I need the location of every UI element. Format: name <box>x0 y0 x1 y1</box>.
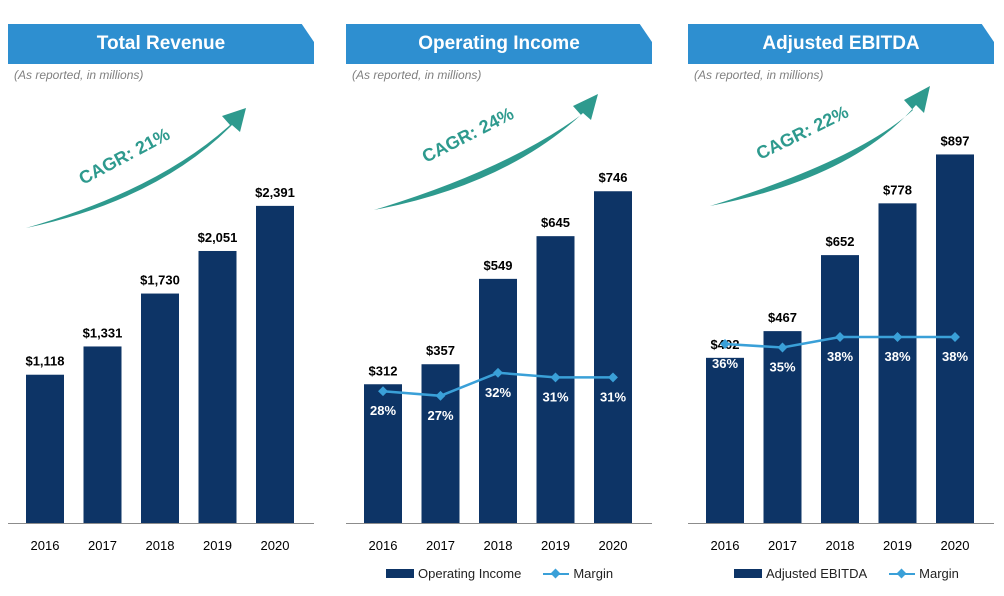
x-tick-label: 2017 <box>426 538 455 553</box>
margin-point <box>950 332 960 342</box>
x-tick-label: 2019 <box>541 538 570 553</box>
adjusted-ebitda-legend: Adjusted EBITDA Margin <box>734 566 959 581</box>
margin-value-label: 35% <box>769 360 795 375</box>
x-tick-label: 2020 <box>599 538 628 553</box>
bar-value-label: $1,118 <box>25 354 64 369</box>
margin-value-label: 32% <box>485 385 511 400</box>
bar <box>364 384 402 523</box>
legend-line-label: Margin <box>919 566 959 581</box>
margin-value-label: 27% <box>427 408 453 423</box>
legend-bar-label: Adjusted EBITDA <box>766 566 868 581</box>
x-tick-label: 2019 <box>883 538 912 553</box>
operating-income-legend: Operating Income Margin <box>386 566 613 581</box>
margin-point <box>550 372 561 383</box>
cagr-arrow-icon <box>26 108 246 228</box>
margin-value-label: 38% <box>942 349 968 364</box>
legend-bar-swatch <box>734 569 762 578</box>
bar-value-label: $652 <box>826 234 855 249</box>
bar-value-label: $1,730 <box>140 273 180 288</box>
bar <box>821 255 859 523</box>
bar-value-label: $746 <box>599 170 628 185</box>
x-tick-label: 2018 <box>826 538 855 553</box>
bar <box>256 205 294 523</box>
bar <box>763 331 802 523</box>
bar <box>198 250 237 523</box>
bar-value-label: $897 <box>941 133 970 148</box>
adjusted-ebitda-chart: CAGR: 22%$4022016$4672017$6522018$778201… <box>688 86 994 553</box>
operating-income-title-banner: Operating Income <box>346 24 652 64</box>
legend-bar-swatch <box>386 569 414 578</box>
cagr-arrow-icon <box>710 86 930 206</box>
bar <box>141 293 179 523</box>
x-tick-label: 2018 <box>146 538 175 553</box>
operating-income-panel: Operating Income (As reported, in millio… <box>346 0 652 596</box>
legend-line-swatch <box>889 568 916 580</box>
operating-income-subtitle: (As reported, in millions) <box>352 68 482 82</box>
legend-line-swatch <box>543 568 570 580</box>
bar-value-label: $778 <box>883 182 912 197</box>
x-tick-label: 2017 <box>88 538 117 553</box>
x-tick-label: 2017 <box>768 538 797 553</box>
margin-value-label: 28% <box>370 403 396 418</box>
margin-value-label: 38% <box>827 349 853 364</box>
bar <box>83 346 122 523</box>
operating-income-chart: CAGR: 24% $312 2016 $357 2017 $549 2018 $645 201… <box>346 94 652 553</box>
total-revenue-chart: CAGR: 21%$1,1182016$1,3312017$1,7302018$… <box>8 108 314 553</box>
total-revenue-title-banner: Total Revenue <box>8 24 314 64</box>
bar <box>479 278 517 523</box>
margin-value-label: 36% <box>712 356 738 371</box>
bar <box>26 374 64 523</box>
x-tick-label: 2016 <box>31 538 60 553</box>
adjusted-ebitda-panel: Adjusted EBITDA (As reported, in million… <box>688 0 994 596</box>
bar-value-label: $467 <box>768 310 797 325</box>
x-tick-label: 2019 <box>203 538 232 553</box>
x-tick-label: 2018 <box>484 538 513 553</box>
bar <box>878 203 917 523</box>
bar-value-label: $2,391 <box>255 185 295 200</box>
margin-value-label: 31% <box>600 389 626 404</box>
adjusted-ebitda-subtitle: (As reported, in millions) <box>694 68 824 82</box>
bar-value-label: $645 <box>541 215 570 230</box>
margin-point <box>608 372 618 383</box>
bar <box>421 364 460 523</box>
adjusted-ebitda-title-banner: Adjusted EBITDA <box>688 24 994 64</box>
legend-bar-label: Operating Income <box>418 566 522 581</box>
margin-point <box>777 342 788 353</box>
cagr-label: CAGR: 22% <box>753 102 852 164</box>
bar <box>594 191 632 524</box>
cagr-arrow-icon <box>374 94 598 210</box>
bar-value-label: $2,051 <box>198 230 238 245</box>
bar-value-label: $549 <box>484 258 513 273</box>
margin-point <box>835 332 845 342</box>
total-revenue-panel: Total Revenue (As reported, in millions)… <box>8 0 314 596</box>
total-revenue-subtitle: (As reported, in millions) <box>14 68 144 82</box>
x-tick-label: 2016 <box>369 538 398 553</box>
margin-value-label: 38% <box>884 349 910 364</box>
bar-value-label: $1,331 <box>83 325 123 340</box>
bar-value-label: $357 <box>426 343 455 358</box>
margin-point <box>720 339 730 349</box>
x-tick-label: 2016 <box>711 538 740 553</box>
margin-value-label: 31% <box>542 389 568 404</box>
bar <box>706 357 744 523</box>
legend-line-label: Margin <box>573 566 614 581</box>
cagr-label: CAGR: 24% <box>419 103 517 166</box>
x-tick-label: 2020 <box>941 538 970 553</box>
x-tick-label: 2020 <box>261 538 290 553</box>
bar-value-label: $312 <box>369 363 398 378</box>
margin-point <box>892 332 903 342</box>
